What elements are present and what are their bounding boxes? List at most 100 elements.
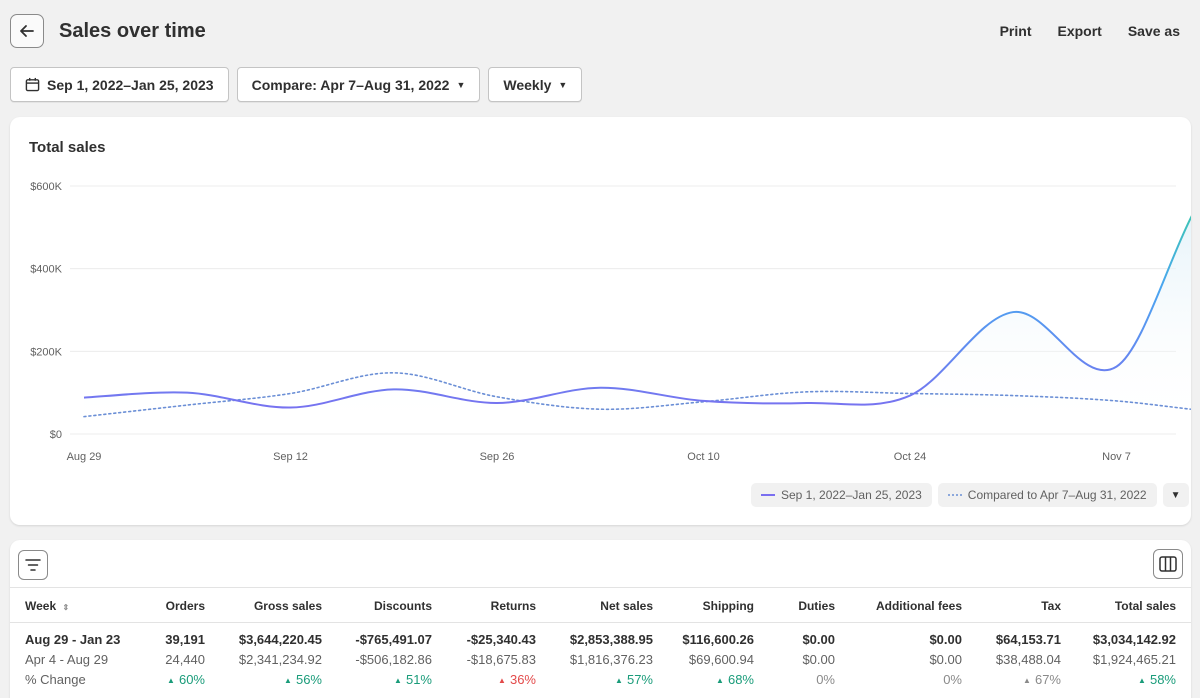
- data-point-comparison[interactable]: [701, 399, 707, 405]
- data-point-comparison[interactable]: [494, 394, 500, 400]
- change-cell-total-sales: ▲ 58%: [1138, 672, 1176, 687]
- column-header-gross-sales[interactable]: Gross sales: [253, 599, 322, 613]
- table-cell-orders: 24,440: [165, 652, 205, 667]
- change-value: 57%: [626, 672, 653, 687]
- change-cell-discounts: ▲ 51%: [394, 672, 432, 687]
- series-line-comparison: [83, 372, 1191, 418]
- y-tick-label: $400K: [30, 264, 62, 276]
- series-area-current: [84, 217, 1191, 434]
- compare-button[interactable]: Compare: Apr 7–Aug 31, 2022 ▼: [236, 67, 481, 102]
- triangle-up-icon: ▲: [1138, 676, 1146, 685]
- data-point-current[interactable]: [81, 395, 87, 401]
- triangle-up-icon: ▲: [284, 676, 292, 685]
- column-header-shipping[interactable]: Shipping: [702, 599, 754, 613]
- change-value: 60%: [178, 672, 205, 687]
- column-header-returns[interactable]: Returns: [490, 599, 536, 613]
- change-value: 0%: [943, 672, 962, 687]
- data-point-current[interactable]: [597, 385, 603, 391]
- table-cell-gross-sales: $3,644,220.45: [238, 632, 322, 647]
- data-point-current[interactable]: [1010, 309, 1016, 315]
- change-cell-orders: ▲ 60%: [167, 672, 205, 687]
- change-cell-duties: 0%: [816, 672, 835, 687]
- column-header-additional-fees[interactable]: Additional fees: [875, 599, 962, 613]
- table-cell-total-sales: $3,034,142.92: [1092, 632, 1176, 647]
- page-title: Sales over time: [59, 20, 206, 42]
- column-header-week[interactable]: Week ⇕: [25, 599, 70, 613]
- table-cell-week: Aug 29 - Jan 23: [25, 632, 121, 647]
- export-button[interactable]: Export: [1057, 23, 1102, 39]
- column-header-discounts[interactable]: Discounts: [373, 599, 432, 613]
- change-value: 56%: [295, 672, 322, 687]
- change-cell-gross-sales: ▲ 56%: [284, 672, 322, 687]
- table-cell-returns: -$25,340.43: [466, 632, 536, 647]
- change-value: 58%: [1149, 672, 1176, 687]
- triangle-up-icon: ▲: [498, 676, 506, 685]
- sales-line-chart: $600K $400K $200K $0 Aug 29 Sep 12 Sep 26 Oct 1…: [30, 181, 1191, 463]
- triangle-up-icon: ▲: [615, 676, 623, 685]
- data-point-current[interactable]: [494, 400, 500, 406]
- column-header-orders[interactable]: Orders: [165, 599, 205, 613]
- sort-icon: ⇕: [62, 603, 70, 612]
- columns-icon: [1159, 556, 1177, 572]
- filter-button[interactable]: [18, 550, 48, 580]
- data-point-comparison[interactable]: [184, 402, 190, 408]
- table-cell-net-sales: $2,853,388.95: [569, 632, 653, 647]
- data-point-comparison[interactable]: [81, 414, 87, 420]
- data-point-current[interactable]: [804, 400, 810, 406]
- column-header-tax[interactable]: Tax: [1041, 599, 1061, 613]
- triangle-up-icon: ▲: [167, 676, 175, 685]
- table-cell-total-sales: $1,924,465.21: [1092, 652, 1176, 667]
- table-header-divider: [10, 622, 1191, 623]
- solid-line-swatch-icon: [761, 494, 775, 496]
- dotted-line-swatch-icon: [947, 494, 962, 496]
- triangle-up-icon: ▲: [394, 676, 402, 685]
- change-cell-tax: ▲ 67%: [1023, 672, 1061, 687]
- x-tick-label: Oct 10: [687, 451, 719, 463]
- column-header-total-sales[interactable]: Total sales: [1114, 599, 1176, 613]
- table-cell-discounts: -$765,491.07: [355, 632, 432, 647]
- change-cell-returns: ▲ 36%: [498, 672, 536, 687]
- data-point-comparison[interactable]: [597, 406, 603, 412]
- save-as-button[interactable]: Save as: [1127, 23, 1180, 39]
- back-button[interactable]: [10, 14, 44, 48]
- legend-dropdown-button[interactable]: ▼: [1162, 483, 1189, 507]
- caret-down-icon: ▼: [558, 79, 568, 90]
- data-point-current[interactable]: [288, 405, 294, 411]
- data-point-comparison[interactable]: [288, 390, 294, 396]
- legend-item-comparison[interactable]: Compared to Apr 7–Aug 31, 2022: [937, 483, 1157, 507]
- change-row-label: % Change: [25, 672, 86, 687]
- header-actions: Print Export Save as: [1000, 23, 1180, 39]
- compare-label: Compare: Apr 7–Aug 31, 2022: [251, 76, 450, 93]
- column-header-net-sales[interactable]: Net sales: [600, 599, 653, 613]
- table-cell-shipping: $116,600.26: [682, 632, 754, 647]
- x-tick-label: Sep 26: [480, 451, 515, 463]
- interval-select[interactable]: Weekly ▼: [488, 67, 583, 102]
- change-cell-additional-fees: 0%: [943, 672, 962, 687]
- data-point-current[interactable]: [184, 390, 190, 396]
- table-cell-tax: $38,488.04: [995, 652, 1061, 667]
- data-point-comparison[interactable]: [1114, 398, 1120, 404]
- table-cell-net-sales: $1,816,376.23: [569, 652, 653, 667]
- sales-table-card: Week ⇕ Orders Gross sales Discounts Retu…: [10, 540, 1191, 698]
- date-range-button[interactable]: Sep 1, 2022–Jan 25, 2023: [10, 67, 229, 102]
- data-point-comparison[interactable]: [1010, 393, 1016, 399]
- caret-down-icon: ▼: [456, 79, 466, 90]
- chart-title: Total sales: [29, 139, 106, 156]
- column-header-duties[interactable]: Duties: [798, 599, 835, 613]
- table-divider: [10, 587, 1191, 588]
- x-tick-label: Sep 12: [273, 451, 308, 463]
- table-cell-orders: 39,191: [165, 632, 205, 647]
- x-tick-label: Nov 7: [1102, 451, 1131, 463]
- data-point-comparison[interactable]: [804, 389, 810, 395]
- print-button[interactable]: Print: [999, 23, 1032, 39]
- table-cell-duties: $0.00: [802, 632, 835, 647]
- legend-item-current[interactable]: Sep 1, 2022–Jan 25, 2023: [751, 483, 932, 507]
- data-point-current[interactable]: [1114, 364, 1120, 370]
- columns-button[interactable]: [1153, 549, 1183, 579]
- triangle-up-icon: ▲: [716, 676, 724, 685]
- series-line-current: [83, 215, 1191, 409]
- data-point-comparison[interactable]: [391, 370, 397, 376]
- data-point-comparison[interactable]: [907, 390, 913, 396]
- arrow-left-icon: [20, 25, 34, 37]
- data-point-current[interactable]: [391, 386, 397, 392]
